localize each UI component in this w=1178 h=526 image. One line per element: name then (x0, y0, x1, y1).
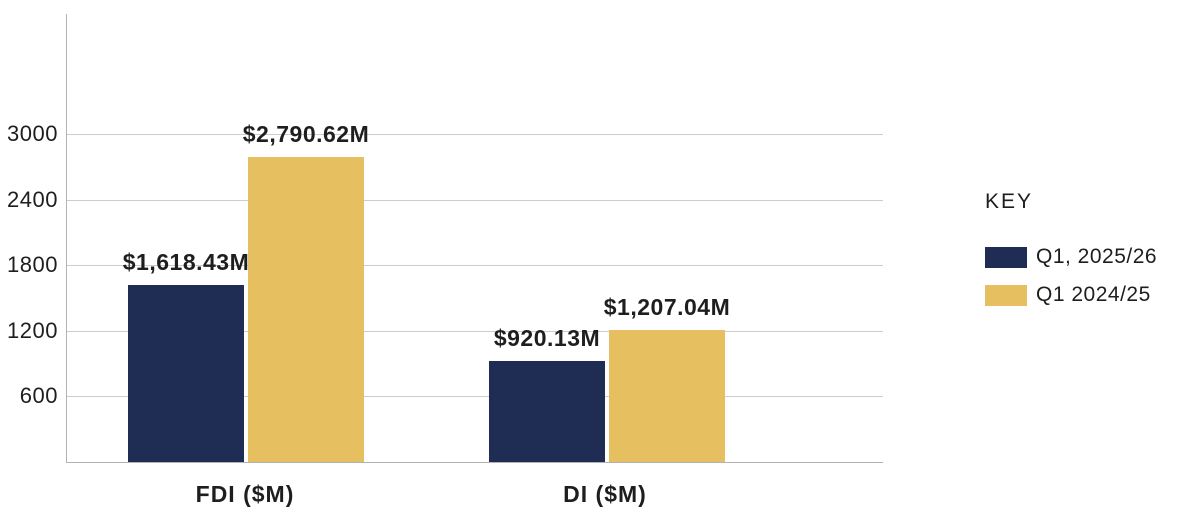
y-tick-label: 3000 (7, 121, 58, 147)
bar (128, 285, 244, 462)
legend-swatch-q1-2024-25 (985, 284, 1027, 306)
legend-swatch-q1-2025-26 (985, 246, 1027, 268)
bar-value-label: $920.13M (493, 325, 601, 352)
gridline (67, 134, 883, 136)
bar (609, 330, 725, 462)
bar-value-label: $2,790.62M (242, 121, 370, 148)
category-label-fdi: FDI ($M) (195, 481, 295, 507)
bar (248, 157, 364, 462)
legend-title: KEY (985, 190, 1034, 213)
bar-value-label: $1,207.04M (603, 294, 731, 321)
legend: KEY Q1, 2025/26 Q1 2024/25 (985, 190, 1157, 321)
legend-label-q1-2024-25: Q1 2024/25 (1036, 283, 1151, 306)
bar (489, 361, 605, 462)
gridline (67, 199, 883, 201)
category-label-di: DI ($M) (563, 481, 647, 507)
legend-entry-q1-2024-25: Q1 2024/25 (985, 283, 1157, 307)
gridline (67, 265, 883, 267)
gridline (67, 396, 883, 398)
y-tick-label: 600 (19, 383, 58, 409)
y-tick-label: 1800 (7, 252, 58, 278)
y-tick-label: 2400 (7, 186, 58, 212)
y-tick-label: 1200 (7, 317, 58, 343)
gridline (67, 330, 883, 332)
legend-label-q1-2025-26: Q1, 2025/26 (1036, 245, 1158, 268)
legend-entry-q1-2025-26: Q1, 2025/26 (985, 245, 1157, 269)
plot-area: 600 1200 1800 2400 3000 $1,618.43M $920.13M $2,… (7, 14, 883, 463)
bar-value-label: $1,618.43M (122, 249, 250, 276)
